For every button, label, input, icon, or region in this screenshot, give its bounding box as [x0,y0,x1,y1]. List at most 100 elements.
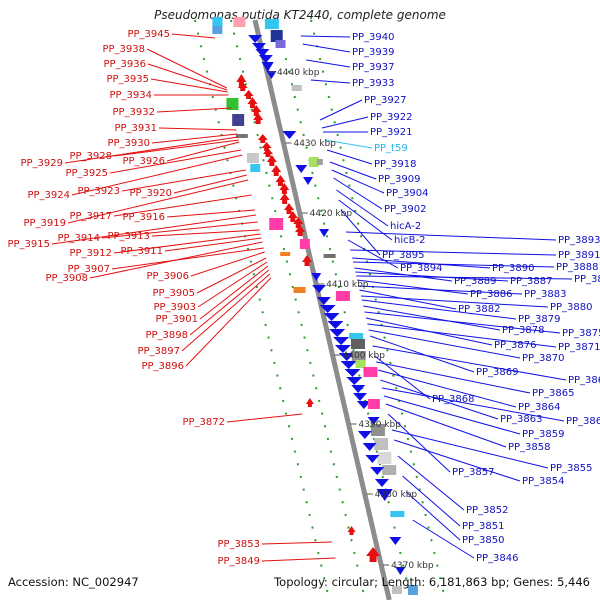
gene-feature[interactable] [363,367,378,377]
gene-label-forward[interactable]: PP_3898 [145,330,188,341]
gene-label-forward[interactable]: PP_3914 [57,233,100,244]
gene-feature[interactable] [344,369,361,377]
gene-feature[interactable] [349,333,364,339]
gene-feature[interactable] [295,225,306,236]
gene-feature[interactable] [356,401,371,409]
gene-label-reverse[interactable]: PP_3883 [524,289,567,300]
gene-feature[interactable] [287,211,298,222]
gene-label-forward[interactable]: PP_3923 [77,186,120,197]
gene-feature[interactable] [279,183,290,194]
gene-feature[interactable] [316,159,323,165]
gene-feature[interactable] [305,398,314,407]
gene-feature[interactable] [390,511,405,517]
gene-feature[interactable] [367,417,380,425]
gene-label-forward[interactable]: PP_3936 [103,59,146,70]
gene-feature[interactable] [282,131,297,139]
gene-feature[interactable] [362,443,377,451]
gene-label-forward[interactable]: PP_3849 [217,556,260,567]
gene-label-reverse[interactable]: PP_3889 [454,276,497,287]
gene-label-forward[interactable]: PP_3916 [122,212,165,223]
gene-label-reverse[interactable]: PP_3880 [550,302,593,313]
gene-feature[interactable] [323,313,340,321]
gene-label-forward[interactable]: PP_3929 [20,158,63,169]
gene-feature[interactable] [246,153,259,163]
gene-label-reverse[interactable]: hicB-2 [394,235,425,246]
gene-label-reverse[interactable]: PP_3855 [550,463,593,474]
gene-label-reverse[interactable]: PP_3904 [386,188,429,199]
gene-label-reverse[interactable]: PP_3852 [466,505,509,516]
gene-label-reverse[interactable]: PP_3891 [558,250,600,261]
gene-label-reverse[interactable]: PP_3902 [384,204,427,215]
gene-feature[interactable] [391,586,402,594]
gene-label-forward[interactable]: PP_3931 [114,123,157,134]
gene-label-forward[interactable]: PP_3919 [23,218,66,229]
gene-feature[interactable] [366,547,381,562]
gene-label-reverse[interactable]: PP_3893 [558,235,600,246]
gene-feature[interactable] [261,62,274,72]
gene-feature[interactable] [370,424,385,436]
gene-label-reverse[interactable]: PP_3933 [352,78,395,89]
gene-label-reverse[interactable]: PP_3859 [522,429,565,440]
gene-label-forward[interactable]: PP_3934 [109,90,152,101]
gene-label-reverse[interactable]: PP_3918 [374,159,417,170]
gene-label-reverse[interactable]: PP_3887 [510,276,553,287]
gene-feature[interactable] [263,148,274,157]
gene-feature[interactable] [293,217,304,228]
gene-feature[interactable] [374,438,389,450]
gene-label-reverse[interactable]: PP_3921 [370,127,413,138]
gene-label-reverse[interactable]: PP_3870 [522,353,565,364]
gene-label-reverse[interactable]: hicA-2 [390,221,421,232]
gene-label-forward[interactable]: PP_3907 [67,264,110,275]
gene-label-reverse[interactable]: PP_3863 [500,414,543,425]
gene-label-reverse[interactable]: PP_3860 [566,416,600,427]
gene-label-forward[interactable]: PP_3924 [27,190,70,201]
gene-feature[interactable] [338,353,355,361]
gene-feature[interactable] [319,229,330,237]
gene-feature[interactable] [212,26,223,34]
gene-label-reverse[interactable]: PP_3878 [502,325,545,336]
gene-feature[interactable] [257,134,268,143]
gene-feature[interactable] [370,467,385,475]
gene-feature[interactable] [280,252,291,256]
gene-label-reverse[interactable]: PP_3882 [458,304,501,315]
gene-label-reverse[interactable]: PP_3854 [522,476,565,487]
gene-feature[interactable] [367,399,380,409]
gene-label-reverse[interactable]: PP_3857 [452,467,495,478]
gene-label-reverse[interactable]: PP_3888 [556,262,599,273]
gene-label-forward[interactable]: PP_3930 [107,138,150,149]
gene-feature[interactable] [389,537,402,545]
gene-label-forward[interactable]: PP_3913 [107,231,150,242]
gene-feature[interactable] [269,218,284,230]
gene-feature[interactable] [312,285,327,293]
gene-label-reverse[interactable]: PP_3937 [352,62,395,73]
gene-feature[interactable] [323,254,336,258]
gene-label-reverse[interactable]: PP_3909 [378,174,421,185]
gene-feature[interactable] [295,165,308,173]
gene-label-forward[interactable]: PP_3908 [45,273,88,284]
gene-feature[interactable] [279,193,290,204]
gene-feature[interactable] [327,321,344,329]
gene-feature[interactable] [308,157,319,167]
gene-feature[interactable] [261,142,272,151]
gene-feature[interactable] [283,203,294,214]
gene-feature[interactable] [293,287,306,293]
gene-feature[interactable] [266,155,277,166]
gene-feature[interactable] [334,345,351,353]
gene-label-reverse[interactable]: PP_3869 [476,367,519,378]
gene-label-reverse[interactable]: PP_3851 [462,521,505,532]
gene-feature[interactable] [270,30,283,42]
gene-label-reverse[interactable]: PP_3850 [462,535,505,546]
gene-feature[interactable] [266,71,277,79]
gene-label-forward[interactable]: PP_3928 [69,151,112,162]
gene-feature[interactable] [303,177,314,185]
gene-feature[interactable] [302,255,313,266]
gene-feature[interactable] [275,175,286,186]
gene-label-reverse[interactable]: PP_3940 [352,32,395,43]
gene-feature[interactable] [407,585,418,595]
gene-feature[interactable] [377,452,392,464]
gene-feature[interactable] [340,361,357,369]
gene-label-reverse[interactable]: PP_3895 [382,250,425,261]
gene-label-forward[interactable]: PP_3945 [127,29,170,40]
gene-label-reverse[interactable]: PP_3927 [364,95,407,106]
gene-feature[interactable] [395,567,406,575]
